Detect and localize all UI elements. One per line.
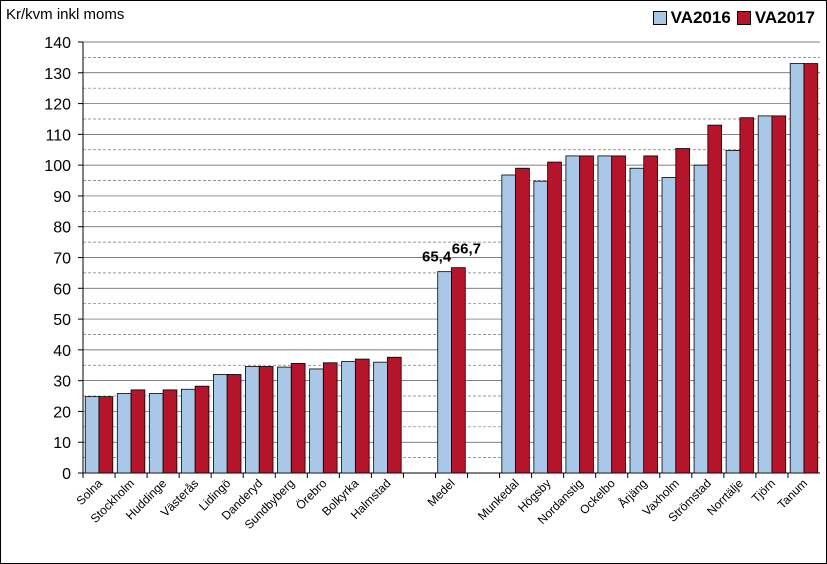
x-tick-label: Tjörn <box>749 476 778 505</box>
x-tick-label: Medel <box>425 476 458 509</box>
bar-va2017 <box>579 155 594 474</box>
y-tick-label: 90 <box>53 189 71 206</box>
bar-va2017 <box>290 363 306 474</box>
bar-va2016 <box>757 115 773 474</box>
bar-va2017 <box>130 389 146 474</box>
y-tick-label: 80 <box>53 220 71 237</box>
bar-va2016 <box>437 271 452 474</box>
bar-va2017 <box>739 117 755 474</box>
y-tick-label: 0 <box>62 466 71 483</box>
bar-va2017 <box>771 115 787 474</box>
y-tick-label: 60 <box>53 281 71 298</box>
bar-va2016 <box>213 374 228 474</box>
y-tick-label: 10 <box>53 435 71 452</box>
bar-va2016 <box>629 167 645 474</box>
y-tick-label: 40 <box>53 343 71 360</box>
bar-va2016 <box>84 396 100 474</box>
data-label: 65,4 <box>422 249 452 266</box>
bar-va2017 <box>322 362 338 474</box>
bar-va2016 <box>341 361 356 474</box>
y-tick-label: 20 <box>53 404 71 421</box>
y-tick-label: 30 <box>53 374 71 391</box>
y-tick-label: 140 <box>44 35 71 52</box>
bar-va2017 <box>547 161 562 474</box>
bar-va2016 <box>661 177 677 474</box>
x-tick-label: Ockelbo <box>577 476 618 517</box>
legend-swatch-va2017 <box>736 11 751 25</box>
bar-va2017 <box>354 358 370 474</box>
bar-va2017 <box>515 167 530 474</box>
bar-va2016 <box>693 164 709 474</box>
bar-va2016 <box>597 155 613 474</box>
bar-va2016 <box>309 368 324 474</box>
bar-va2017 <box>611 155 626 474</box>
bar-va2017 <box>194 385 210 474</box>
y-tick-label: 120 <box>44 97 71 114</box>
legend-item-va2017: VA2017 <box>736 8 815 28</box>
x-tick-label: Munkedal <box>475 476 522 523</box>
data-label: 66,7 <box>452 241 481 258</box>
bar-va2016 <box>116 393 132 474</box>
y-axis-label: Kr/kvm inkl moms <box>6 6 125 23</box>
bar-va2016 <box>533 180 549 474</box>
bar-va2016 <box>501 174 516 474</box>
x-tick-label: Norrtälje <box>704 476 746 518</box>
bar-va2017 <box>98 396 114 474</box>
bar-va2016 <box>245 366 260 474</box>
bar-va2016 <box>148 393 164 474</box>
legend: VA2016 VA2017 <box>652 8 815 28</box>
bar-va2016 <box>789 63 805 474</box>
bar-va2016 <box>180 388 196 474</box>
bar-va2016 <box>277 366 292 474</box>
bar-va2016 <box>565 155 581 474</box>
legend-label-va2016: VA2016 <box>670 8 731 27</box>
bar-va2017 <box>803 63 819 474</box>
bar-va2016 <box>373 361 388 474</box>
y-tick-label: 50 <box>53 312 71 329</box>
legend-label-va2017: VA2017 <box>754 8 815 27</box>
bar-va2017 <box>258 366 274 474</box>
legend-item-va2016: VA2016 <box>652 8 731 28</box>
legend-swatch-va2016 <box>652 11 667 25</box>
bar-va2017 <box>451 267 466 474</box>
y-tick-label: 110 <box>45 127 71 144</box>
bar-va2016 <box>725 149 741 474</box>
bar-va2017 <box>387 356 402 474</box>
bar-va2017 <box>643 155 658 474</box>
y-tick-label: 70 <box>53 251 71 268</box>
x-tick-label: Tanum <box>775 476 810 511</box>
y-tick-label: 130 <box>44 66 71 83</box>
bar-va2017 <box>226 374 242 474</box>
bar-va2017 <box>675 148 690 474</box>
bar-va2017 <box>707 124 723 474</box>
y-tick-label: 100 <box>44 158 71 175</box>
bar-va2017 <box>162 389 178 474</box>
